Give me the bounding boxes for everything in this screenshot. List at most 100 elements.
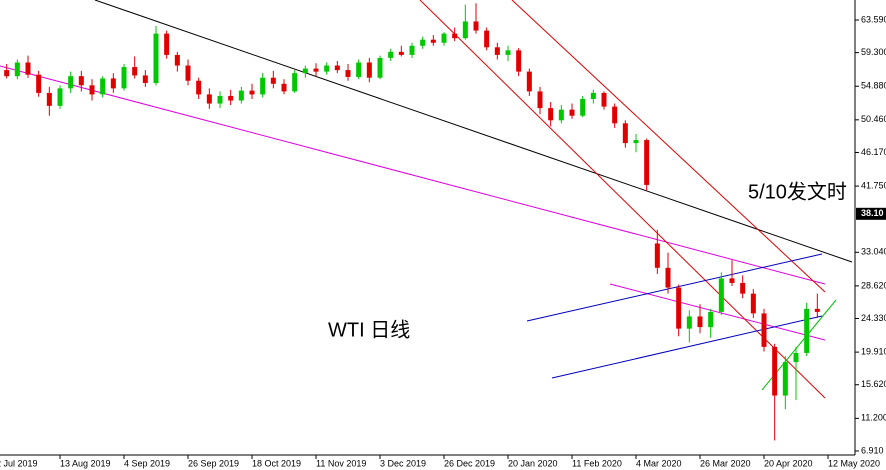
candle-body <box>430 39 436 43</box>
candle-body <box>78 76 84 86</box>
candle-body <box>452 33 458 39</box>
candle-body <box>644 140 650 185</box>
price-marker-label: 38.10 <box>861 208 884 218</box>
y-tick-label: 63.590 <box>861 14 886 24</box>
candle-body <box>484 30 490 48</box>
candle-body <box>68 76 74 89</box>
candle-body <box>772 346 778 396</box>
y-tick-label: 6.910 <box>861 445 884 455</box>
candle-body <box>366 62 372 78</box>
trend-line <box>526 253 823 322</box>
candle-body <box>270 77 276 84</box>
candle-body <box>185 65 191 81</box>
trend-line <box>94 0 853 263</box>
x-tick-label: 20 Apr 2020 <box>764 458 813 468</box>
candle-body <box>505 50 511 55</box>
candle-body <box>217 95 223 104</box>
candle-body <box>153 33 159 84</box>
candle-body <box>302 68 308 74</box>
trend-line <box>419 0 826 399</box>
candle-body <box>516 50 522 72</box>
x-tick-label: 26 Mar 2020 <box>700 458 751 468</box>
candle-body <box>164 33 170 55</box>
candle-body <box>132 67 138 76</box>
candle-body <box>782 362 788 396</box>
x-tick-label: 3 Dec 2019 <box>380 458 426 468</box>
y-tick-label: 24.330 <box>861 313 886 323</box>
candle-body <box>356 62 362 77</box>
candle-body <box>409 45 415 55</box>
candle-body <box>750 293 756 314</box>
trend-line <box>551 315 823 379</box>
candle-body <box>697 316 703 328</box>
candle-body <box>633 140 639 144</box>
x-tick-label: 26 Sep 2019 <box>188 458 239 468</box>
candle-body <box>4 70 10 77</box>
candle-body <box>249 90 255 95</box>
candle-body <box>324 65 330 72</box>
candle-body <box>569 109 575 116</box>
candle-body <box>260 77 266 95</box>
candle-body <box>601 92 607 107</box>
candle-body <box>740 283 746 294</box>
annotation: 5/10发文时 <box>748 180 847 203</box>
candle-body <box>686 316 692 329</box>
candle-body <box>494 47 500 55</box>
candle-body <box>420 39 426 46</box>
candle-body <box>121 67 127 89</box>
candle-body <box>548 108 554 121</box>
x-tick-label: 20 Jan 2020 <box>508 458 558 468</box>
candle-body <box>718 278 724 312</box>
candle-body <box>292 73 298 92</box>
x-tick-label: 2 Jul 2019 <box>0 458 38 468</box>
candle-body <box>345 70 351 77</box>
candle-body <box>708 311 714 328</box>
candle-body <box>89 85 95 95</box>
x-tick-label: 26 Dec 2019 <box>444 458 495 468</box>
candle-body <box>100 78 106 95</box>
candle-body <box>206 94 212 104</box>
candle-body <box>622 123 628 144</box>
candle-body <box>281 83 287 92</box>
x-tick-label: 4 Sep 2019 <box>124 458 170 468</box>
candle-body <box>537 91 543 109</box>
y-tick-label: 15.620 <box>861 379 886 389</box>
candle-body <box>814 308 820 312</box>
candle-body <box>558 109 564 121</box>
y-tick-label: 33.040 <box>861 247 886 257</box>
candle-body <box>57 88 63 106</box>
candle-body <box>388 51 394 58</box>
candle-body <box>14 62 20 77</box>
candle-body <box>676 287 682 329</box>
y-tick-label: 46.170 <box>861 147 886 157</box>
candle-body <box>526 71 532 92</box>
candle-body <box>729 278 735 284</box>
candle-body <box>174 54 180 66</box>
candle-body <box>110 78 116 89</box>
candle-body <box>665 267 671 288</box>
y-tick-label: 28.620 <box>861 280 886 290</box>
candle-body <box>142 75 148 84</box>
candle-body <box>46 92 52 106</box>
candle-body <box>761 313 767 347</box>
y-tick-label: 41.750 <box>861 180 886 190</box>
x-tick-label: 13 Aug 2019 <box>60 458 111 468</box>
y-tick-label: 11.200 <box>861 413 886 423</box>
candle-body <box>612 106 618 124</box>
candle-body <box>36 74 42 93</box>
trend-line <box>511 0 826 293</box>
candle-body <box>793 352 799 363</box>
candle-body <box>228 95 234 101</box>
y-tick-label: 19.910 <box>861 346 886 356</box>
x-tick-label: 12 May 2020 <box>828 458 880 468</box>
candle-body <box>654 243 660 268</box>
candle-body <box>196 80 202 95</box>
candle-body <box>238 90 244 101</box>
candle-body <box>25 62 31 75</box>
x-tick-label: 4 Mar 2020 <box>636 458 682 468</box>
x-tick-label: 11 Feb 2020 <box>572 458 622 468</box>
candle-body <box>462 21 468 39</box>
candle-body <box>334 65 340 71</box>
candle-body <box>590 92 596 99</box>
